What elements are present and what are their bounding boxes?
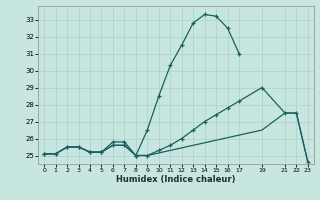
X-axis label: Humidex (Indice chaleur): Humidex (Indice chaleur) xyxy=(116,175,236,184)
